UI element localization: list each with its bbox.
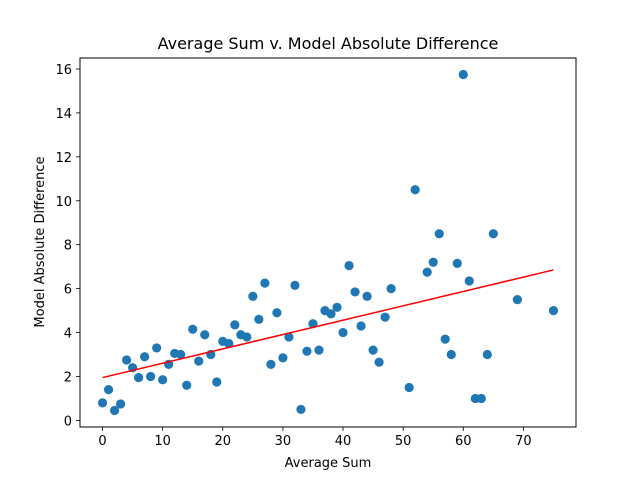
data-point	[296, 404, 306, 415]
data-point	[224, 338, 234, 349]
y-tick-label: 0	[64, 414, 72, 429]
x-axis-label: Average Sum	[285, 456, 372, 471]
data-point	[464, 276, 474, 286]
data-point	[314, 345, 324, 355]
data-point	[368, 345, 378, 355]
data-point	[115, 399, 126, 409]
data-point	[380, 312, 390, 322]
data-point	[254, 314, 264, 324]
data-point	[272, 308, 282, 318]
data-point	[266, 359, 276, 370]
data-point	[260, 278, 270, 288]
x-tick-label: 10	[154, 434, 171, 449]
x-tick-label: 50	[395, 434, 412, 449]
data-point	[188, 324, 198, 334]
data-point	[548, 305, 559, 316]
data-point	[248, 291, 258, 301]
x-tick-label: 20	[215, 434, 232, 449]
y-axis-label: Model Absolute Difference	[33, 156, 48, 327]
data-point	[284, 332, 294, 342]
data-point	[386, 284, 396, 294]
data-point	[302, 346, 312, 356]
data-point	[434, 229, 444, 239]
y-tick-label: 12	[55, 151, 72, 166]
data-point	[194, 356, 204, 366]
y-tick-label: 14	[55, 107, 72, 122]
x-tick-label: 40	[335, 434, 352, 449]
y-tick-label: 8	[64, 239, 72, 254]
data-point	[97, 398, 108, 408]
fit-line	[102, 269, 554, 379]
data-point	[428, 257, 438, 267]
data-point	[356, 321, 366, 331]
data-point	[482, 349, 492, 360]
y-tick-label: 6	[64, 283, 72, 298]
data-point	[140, 352, 150, 362]
x-tick-label: 70	[515, 434, 532, 449]
data-point	[121, 355, 132, 365]
data-point	[410, 185, 420, 195]
data-point	[212, 377, 222, 387]
data-point	[176, 349, 186, 360]
data-point	[338, 327, 348, 338]
axes-frame	[79, 57, 577, 428]
y-tick-label: 10	[55, 195, 72, 210]
data-point	[158, 375, 168, 385]
data-point	[182, 380, 192, 390]
data-point	[103, 385, 114, 395]
data-point	[134, 372, 144, 383]
x-tick-label: 30	[275, 434, 292, 449]
data-point	[152, 343, 162, 353]
data-point	[350, 287, 360, 297]
data-point	[200, 330, 210, 340]
data-point	[332, 302, 342, 312]
data-point	[146, 371, 156, 382]
data-point	[242, 332, 252, 342]
x-tick-label: 60	[455, 434, 472, 449]
data-point	[109, 405, 120, 416]
data-point	[344, 260, 354, 271]
plot-area	[97, 69, 559, 416]
data-point	[404, 382, 414, 393]
y-tick-label: 16	[55, 63, 72, 78]
data-point	[290, 280, 300, 290]
data-point	[476, 393, 486, 404]
data-point	[512, 295, 522, 305]
data-point	[278, 353, 288, 363]
x-tick-label: 0	[98, 434, 106, 449]
data-point	[362, 291, 372, 301]
data-point	[452, 258, 462, 268]
y-tick-label: 4	[64, 327, 72, 342]
data-point	[488, 229, 498, 239]
y-tick-label: 2	[64, 370, 72, 385]
data-point	[440, 334, 450, 344]
data-point	[458, 69, 468, 80]
data-point	[446, 349, 456, 360]
chart-title: Average Sum v. Model Absolute Difference	[158, 34, 499, 53]
data-point	[326, 309, 336, 319]
data-point	[422, 267, 432, 277]
data-point	[230, 320, 240, 330]
data-point	[374, 357, 384, 367]
